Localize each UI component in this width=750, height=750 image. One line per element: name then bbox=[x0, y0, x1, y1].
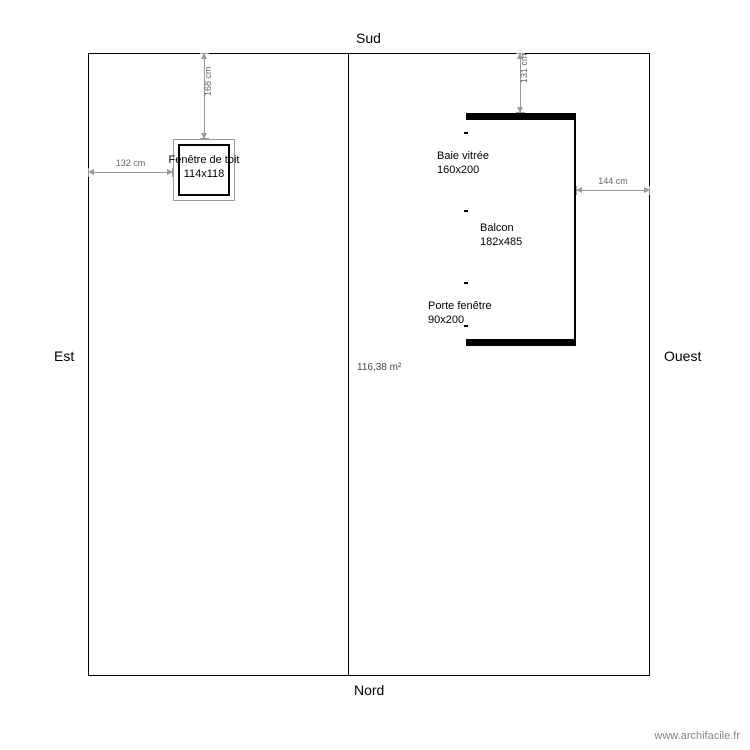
cardinal-nord: Nord bbox=[354, 682, 384, 698]
dim-roof-top: 168 cm bbox=[204, 53, 205, 139]
roof-window-label: Fenêtre de toit 114x118 bbox=[164, 154, 244, 182]
cardinal-sud: Sud bbox=[356, 30, 381, 46]
dim-balcon-top: 131 cm bbox=[520, 53, 521, 113]
balcon-label: Balcon 182x485 bbox=[480, 222, 560, 250]
baie-label-l2: 160x200 bbox=[437, 164, 479, 176]
porte-label: Porte fenêtre 90x200 bbox=[428, 300, 518, 328]
porte-label-l2: 90x200 bbox=[428, 314, 464, 326]
baie-label: Baie vitrée 160x200 bbox=[437, 150, 517, 178]
porte-label-l1: Porte fenêtre bbox=[428, 300, 492, 312]
cardinal-est: Est bbox=[54, 348, 74, 364]
balcon-wall-top bbox=[466, 115, 574, 120]
dim-balcon-top-text: 131 cm bbox=[519, 53, 529, 83]
dim-roof-top-text: 168 cm bbox=[203, 66, 213, 96]
dim-balcon-right: 144 cm bbox=[576, 190, 650, 191]
balcon-label-l1: Balcon bbox=[480, 222, 514, 234]
interior-wall bbox=[348, 53, 349, 676]
baie-label-l1: Baie vitrée bbox=[437, 150, 489, 162]
roof-window-label-l1: Fenêtre de toit bbox=[169, 154, 240, 166]
dim-roof-left-text: 132 cm bbox=[116, 158, 146, 168]
cardinal-ouest: Ouest bbox=[664, 348, 701, 364]
balcon-label-l2: 182x485 bbox=[480, 236, 522, 248]
balcon-wall-bottom bbox=[466, 339, 574, 344]
watermark: www.archifacile.fr bbox=[654, 730, 740, 742]
roof-window-label-l2: 114x118 bbox=[184, 168, 225, 180]
dim-roof-left: 132 cm bbox=[88, 172, 173, 173]
floorplan-stage: Sud Nord Est Ouest 116,38 m² Fenêtre de … bbox=[0, 0, 750, 750]
area-label: 116,38 m² bbox=[357, 362, 401, 373]
dim-balcon-right-text: 144 cm bbox=[598, 176, 628, 186]
